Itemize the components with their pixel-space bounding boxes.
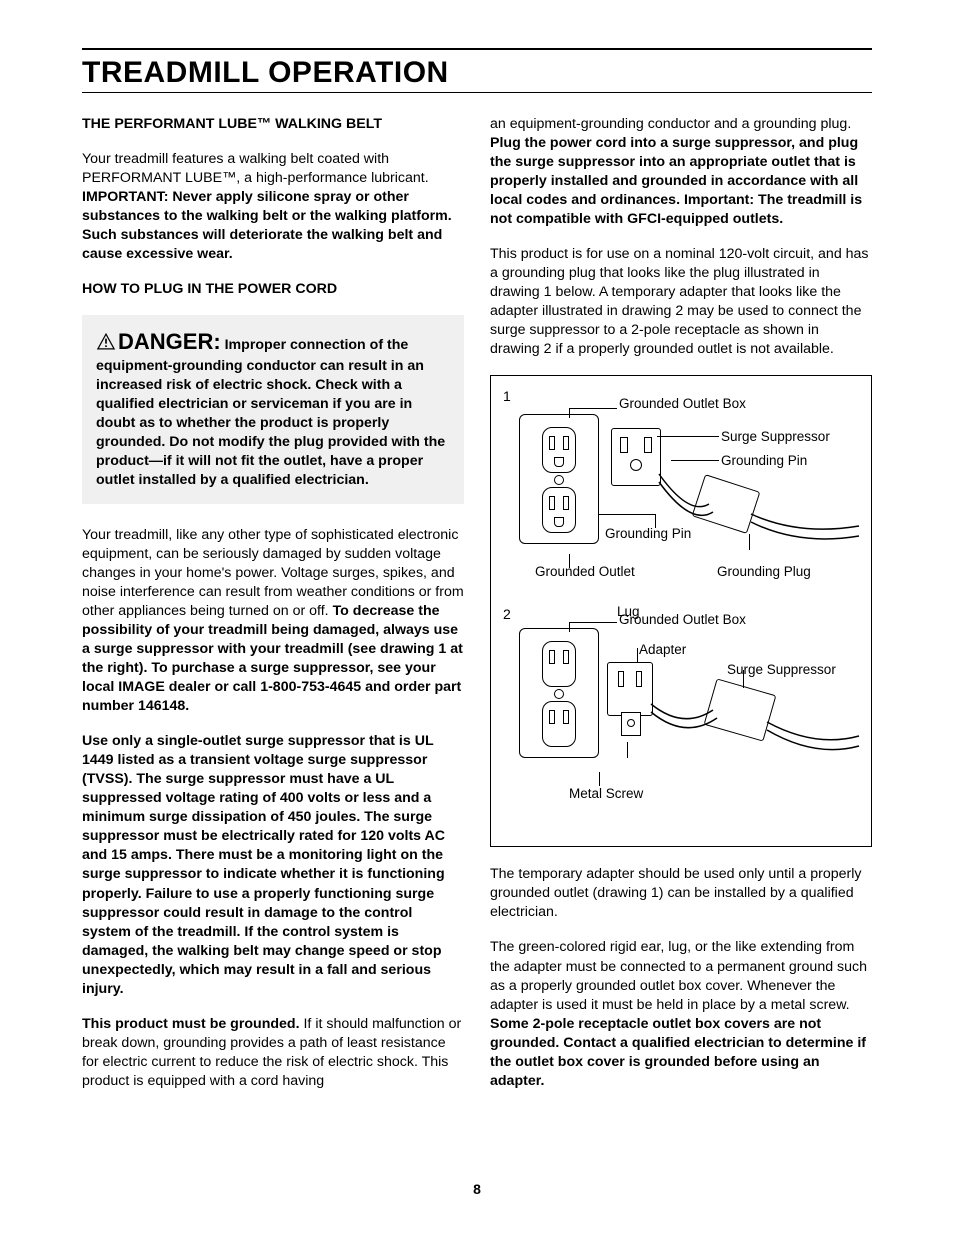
para-ul1449-bold: Use only a single-outlet surge suppresso… — [82, 733, 445, 996]
label-grounded-outlet-box-1: Grounded Outlet Box — [619, 396, 746, 412]
page-number: 8 — [0, 1181, 954, 1197]
figure-panel-1: 1 — [499, 386, 863, 604]
para-surge-bold: To decrease the possibility of your trea… — [82, 603, 463, 714]
para-lube-bold: IMPORTANT: Never apply silicone spray or… — [82, 189, 452, 262]
para-ul1449: Use only a single-outlet surge suppresso… — [82, 732, 464, 998]
para-grounded: This product must be grounded. If it sho… — [82, 1015, 464, 1091]
para-temp-adapter: The temporary adapter should be used onl… — [490, 865, 872, 922]
danger-box: DANGER: Improper connection of the equip… — [82, 315, 464, 504]
subhead-plug: HOW TO PLUG IN THE POWER CORD — [82, 280, 464, 299]
label-lug: Lug — [617, 604, 640, 620]
para-surge: Your treadmill, like any other type of s… — [82, 526, 464, 716]
label-surge-suppressor-2: Surge Suppressor — [727, 662, 836, 678]
para-lug-bold: Some 2-pole receptacle outlet box covers… — [490, 1016, 866, 1089]
right-column: an equipment-grounding conductor and a g… — [490, 115, 872, 1091]
subhead-lube: THE PERFORMANT LUBE™ WALKING BELT — [82, 115, 464, 134]
label-adapter: Adapter — [639, 642, 686, 658]
page-title: TREADMILL OPERATION — [82, 56, 872, 90]
label-grounding-pin-1: Grounding Pin — [721, 453, 807, 469]
para-lug: The green-colored rigid ear, lug, or the… — [490, 938, 872, 1090]
para-lube: Your treadmill features a walking belt c… — [82, 150, 464, 264]
label-metal-screw: Metal Screw — [569, 786, 643, 802]
title-underline — [82, 92, 872, 93]
danger-heading: DANGER: — [118, 329, 221, 354]
two-column-body: THE PERFORMANT LUBE™ WALKING BELT Your t… — [82, 115, 872, 1091]
para-cont: an equipment-grounding conductor and a g… — [490, 115, 872, 229]
label-grounding-pin-2: Grounding Pin — [605, 526, 691, 542]
figure-panel-2: 2 — [499, 604, 863, 832]
para-lug-text: The green-colored rigid ear, lug, or the… — [490, 939, 867, 1012]
para-grounded-bold: This product must be grounded. — [82, 1016, 300, 1032]
label-grounded-outlet: Grounded Outlet — [535, 564, 635, 580]
para-120v: This product is for use on a nominal 120… — [490, 245, 872, 359]
para-cont-text: an equipment-grounding conductor and a g… — [490, 116, 851, 132]
danger-body: Improper connection of the equipment-gro… — [96, 337, 445, 488]
figure-box: 1 — [490, 375, 872, 847]
left-column: THE PERFORMANT LUBE™ WALKING BELT Your t… — [82, 115, 464, 1091]
label-surge-suppressor-1: Surge Suppressor — [721, 429, 830, 445]
top-rule — [82, 48, 872, 50]
warning-icon — [96, 332, 116, 350]
cord-icon-2 — [499, 604, 863, 832]
label-grounding-plug: Grounding Plug — [717, 564, 811, 580]
para-lube-text: Your treadmill features a walking belt c… — [82, 151, 429, 186]
para-cont-bold: Plug the power cord into a surge suppres… — [490, 135, 862, 227]
